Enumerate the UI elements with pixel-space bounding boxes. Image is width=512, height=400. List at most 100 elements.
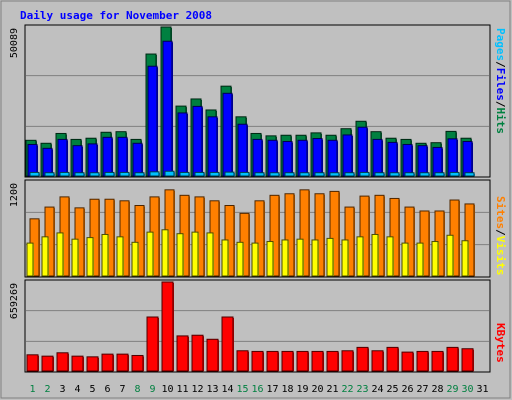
files-bar	[417, 145, 428, 177]
files-bar	[267, 139, 278, 177]
files-bar	[117, 136, 128, 177]
kbytes-bar	[281, 350, 294, 372]
legend-text: /	[494, 101, 507, 108]
legend-mid: Sites/Visits	[494, 196, 507, 276]
pages-bar	[344, 172, 355, 177]
pages-bar	[374, 172, 385, 177]
sites-bar	[41, 236, 49, 277]
pages-bar	[29, 171, 40, 177]
kbytes-bar	[146, 316, 159, 372]
files-bar	[462, 140, 473, 177]
legend-text: Files	[494, 68, 507, 101]
sites-bar	[326, 237, 334, 277]
kbytes-bar	[431, 350, 444, 372]
pages-bar	[239, 171, 250, 177]
pages-bar	[89, 172, 100, 177]
legend-bottom: KBytes	[494, 323, 507, 363]
kbytes-bar	[221, 316, 234, 372]
kbytes-bar	[416, 350, 429, 372]
kbytes-bar	[101, 353, 114, 372]
x-tick-label: 26	[401, 384, 413, 395]
sites-bar	[296, 238, 304, 277]
pages-bar	[404, 172, 415, 177]
sites-bar	[221, 239, 229, 277]
sites-bar	[251, 242, 259, 277]
x-tick-label: 5	[89, 384, 95, 395]
kbytes-bar	[56, 352, 69, 372]
panel-border	[24, 179, 491, 278]
pages-bar	[119, 171, 130, 177]
kbytes-bar	[26, 354, 39, 372]
x-tick-label: 6	[104, 384, 110, 395]
files-bar	[372, 138, 383, 177]
kbytes-bar	[356, 346, 369, 372]
kbytes-bar	[401, 351, 414, 372]
legend-text: /	[494, 229, 507, 236]
sites-bar	[416, 242, 424, 277]
files-bar	[57, 138, 68, 177]
sites-bar	[431, 241, 439, 277]
x-tick-label: 9	[149, 384, 155, 395]
files-bar	[282, 140, 293, 177]
kbytes-bar	[71, 355, 84, 372]
x-tick-label: 19	[296, 384, 308, 395]
x-tick-label: 12	[191, 384, 203, 395]
pages-bar	[254, 172, 265, 177]
sites-bar	[161, 229, 169, 277]
pages-bar	[44, 172, 55, 177]
kbytes-bar	[131, 354, 144, 372]
sites-bar	[191, 231, 199, 277]
sites-bar	[266, 241, 274, 277]
files-bar	[72, 145, 83, 177]
series-sites	[26, 229, 469, 277]
kbytes-bar	[176, 335, 189, 372]
pages-bar	[164, 170, 175, 177]
files-bar	[222, 92, 233, 177]
x-tick-label: 7	[119, 384, 125, 395]
x-tick-label: 4	[74, 384, 80, 395]
series-pages	[29, 170, 475, 177]
pages-bar	[314, 172, 325, 177]
x-tick-label: 17	[266, 384, 278, 395]
y-max-label: 659269	[9, 283, 20, 319]
panel-1: 50089	[9, 24, 491, 178]
kbytes-bar	[446, 346, 459, 372]
x-tick-label: 13	[206, 384, 218, 395]
sites-bar	[401, 242, 409, 277]
files-bar	[357, 126, 368, 177]
files-bar	[432, 146, 443, 177]
files-bar	[177, 112, 188, 177]
pages-bar	[104, 171, 115, 177]
sites-bar	[26, 242, 34, 277]
pages-bar	[359, 171, 370, 177]
kbytes-bar	[371, 350, 384, 372]
sites-bar	[236, 241, 244, 277]
kbytes-bar	[206, 338, 219, 372]
sites-bar	[311, 239, 319, 277]
files-bar	[447, 138, 458, 177]
x-tick-label: 29	[446, 384, 458, 395]
sites-bar	[176, 233, 184, 277]
files-bar	[237, 123, 248, 177]
kbytes-bar	[251, 350, 264, 372]
kbytes-bar	[236, 350, 249, 372]
x-tick-label: 24	[371, 384, 383, 395]
x-tick-label: 3	[59, 384, 65, 395]
x-tick-label: 31	[476, 384, 488, 395]
x-tick-label: 20	[311, 384, 323, 395]
pages-bar	[269, 172, 280, 177]
x-tick-label: 28	[431, 384, 443, 395]
sites-bar	[56, 232, 64, 277]
panel-border	[24, 279, 491, 373]
panel-2: 1200	[9, 179, 491, 278]
pages-bar	[434, 172, 445, 177]
pages-bar	[449, 171, 460, 177]
kbytes-bar	[266, 350, 279, 372]
files-bar	[27, 143, 38, 177]
legend-text: Pages	[494, 28, 507, 61]
sites-bar	[206, 232, 214, 277]
sites-bar	[446, 234, 454, 277]
kbytes-bar	[116, 353, 129, 372]
